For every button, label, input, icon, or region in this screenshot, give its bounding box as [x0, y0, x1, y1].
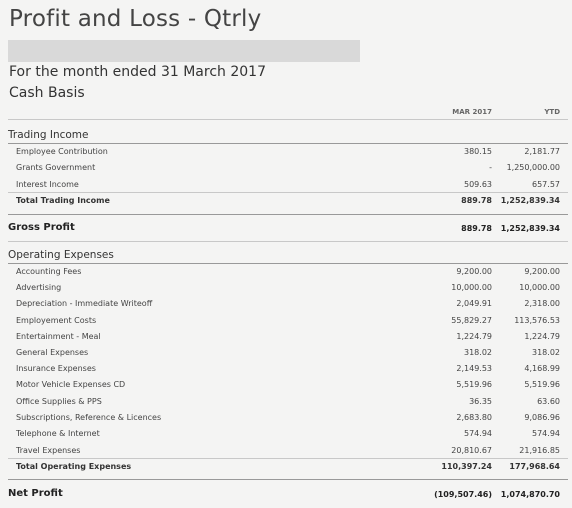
- row-month-value: 9,200.00: [456, 267, 492, 276]
- report-period: For the month ended 31 March 2017: [9, 64, 266, 80]
- row-month-value: 10,000.00: [451, 283, 492, 292]
- row-ytd-value: 21,916.85: [519, 446, 560, 455]
- total-label: Total Operating Expenses: [16, 462, 132, 471]
- row-label: Employee Contribution: [16, 147, 108, 156]
- table-row: Grants Government - 1,250,000.00: [0, 163, 572, 177]
- net-profit-label: Net Profit: [8, 488, 63, 499]
- row-ytd-value: 657.57: [532, 180, 560, 189]
- row-month-value: 574.94: [464, 429, 492, 438]
- total-row: Total Operating Expenses 110,397.24 177,…: [0, 462, 572, 476]
- row-month-value: 5,519.96: [456, 380, 492, 389]
- report-basis: Cash Basis: [9, 85, 85, 101]
- row-label: Entertainment - Meal: [16, 332, 101, 341]
- row-month-value: 55,829.27: [451, 316, 492, 325]
- total-row: Total Trading Income 889.78 1,252,839.34: [0, 196, 572, 210]
- row-label: Grants Government: [16, 163, 96, 172]
- row-month-value: -: [489, 163, 492, 172]
- section-heading-operating-expenses: Operating Expenses: [8, 249, 114, 261]
- total-label: Total Trading Income: [16, 196, 110, 205]
- section-divider: [8, 143, 568, 144]
- redacted-organisation-name: [8, 40, 360, 62]
- column-header-month: MAR 2017: [452, 108, 492, 116]
- table-row: Insurance Expenses 2,149.53 4,168.99: [0, 364, 572, 378]
- total-month-value: 889.78: [461, 196, 492, 205]
- row-divider: [8, 458, 568, 459]
- row-ytd-value: 4,168.99: [524, 364, 560, 373]
- header-divider: [8, 119, 568, 120]
- table-row: Interest Income 509.63 657.57: [0, 180, 572, 194]
- table-row: Travel Expenses 20,810.67 21,916.85: [0, 446, 572, 460]
- row-divider: [8, 192, 568, 193]
- table-row: Subscriptions, Reference & Licences 2,68…: [0, 413, 572, 427]
- row-ytd-value: 318.02: [532, 348, 560, 357]
- gross-profit-label: Gross Profit: [8, 222, 75, 233]
- row-ytd-value: 63.60: [537, 397, 560, 406]
- row-month-value: 509.63: [464, 180, 492, 189]
- table-row: Employement Costs 55,829.27 113,576.53: [0, 316, 572, 330]
- net-profit-ytd-value: 1,074,870.70: [500, 490, 560, 499]
- table-row: Accounting Fees 9,200.00 9,200.00: [0, 267, 572, 281]
- section-heading-trading-income: Trading Income: [8, 129, 89, 141]
- report-title: Profit and Loss - Qtrly: [9, 6, 262, 32]
- row-ytd-value: 10,000.00: [519, 283, 560, 292]
- net-profit-month-value: (109,507.46): [434, 490, 492, 499]
- row-label: Interest Income: [16, 180, 79, 189]
- row-ytd-value: 2,181.77: [524, 147, 560, 156]
- row-month-value: 2,049.91: [456, 299, 492, 308]
- section-divider: [8, 214, 568, 215]
- table-row: Employee Contribution 380.15 2,181.77: [0, 147, 572, 161]
- table-row: Depreciation - Immediate Writeoff 2,049.…: [0, 299, 572, 313]
- total-ytd-value: 1,252,839.34: [500, 196, 560, 205]
- row-ytd-value: 9,086.96: [524, 413, 560, 422]
- row-label: Subscriptions, Reference & Licences: [16, 413, 162, 422]
- gross-profit-ytd-value: 1,252,839.34: [500, 224, 560, 233]
- row-month-value: 318.02: [464, 348, 492, 357]
- row-label: Accounting Fees: [16, 267, 82, 276]
- row-ytd-value: 2,318.00: [524, 299, 560, 308]
- row-ytd-value: 9,200.00: [524, 267, 560, 276]
- table-row: Entertainment - Meal 1,224.79 1,224.79: [0, 332, 572, 346]
- row-ytd-value: 113,576.53: [514, 316, 560, 325]
- row-label: Depreciation - Immediate Writeoff: [16, 299, 153, 308]
- row-ytd-value: 1,250,000.00: [506, 163, 560, 172]
- row-ytd-value: 5,519.96: [524, 380, 560, 389]
- table-row: Motor Vehicle Expenses CD 5,519.96 5,519…: [0, 380, 572, 394]
- gross-profit-month-value: 889.78: [461, 224, 492, 233]
- row-label: Office Supplies & PPS: [16, 397, 102, 406]
- row-month-value: 20,810.67: [451, 446, 492, 455]
- row-month-value: 380.15: [464, 147, 492, 156]
- row-label: Telephone & Internet: [16, 429, 100, 438]
- row-ytd-value: 1,224.79: [524, 332, 560, 341]
- total-ytd-value: 177,968.64: [509, 462, 560, 471]
- row-label: Advertising: [16, 283, 62, 292]
- row-ytd-value: 574.94: [532, 429, 560, 438]
- table-row: Telephone & Internet 574.94 574.94: [0, 429, 572, 443]
- section-divider: [8, 263, 568, 264]
- row-month-value: 2,683.80: [456, 413, 492, 422]
- table-row: Advertising 10,000.00 10,000.00: [0, 283, 572, 297]
- column-header-ytd: YTD: [544, 108, 560, 116]
- row-month-value: 1,224.79: [456, 332, 492, 341]
- row-month-value: 36.35: [469, 397, 492, 406]
- row-label: Employement Costs: [16, 316, 97, 325]
- table-row: Office Supplies & PPS 36.35 63.60: [0, 397, 572, 411]
- table-row: General Expenses 318.02 318.02: [0, 348, 572, 362]
- row-label: Motor Vehicle Expenses CD: [16, 380, 126, 389]
- row-label: General Expenses: [16, 348, 89, 357]
- section-divider: [8, 241, 568, 242]
- row-label: Insurance Expenses: [16, 364, 96, 373]
- section-divider: [8, 479, 568, 480]
- total-month-value: 110,397.24: [441, 462, 492, 471]
- row-month-value: 2,149.53: [456, 364, 492, 373]
- row-label: Travel Expenses: [16, 446, 81, 455]
